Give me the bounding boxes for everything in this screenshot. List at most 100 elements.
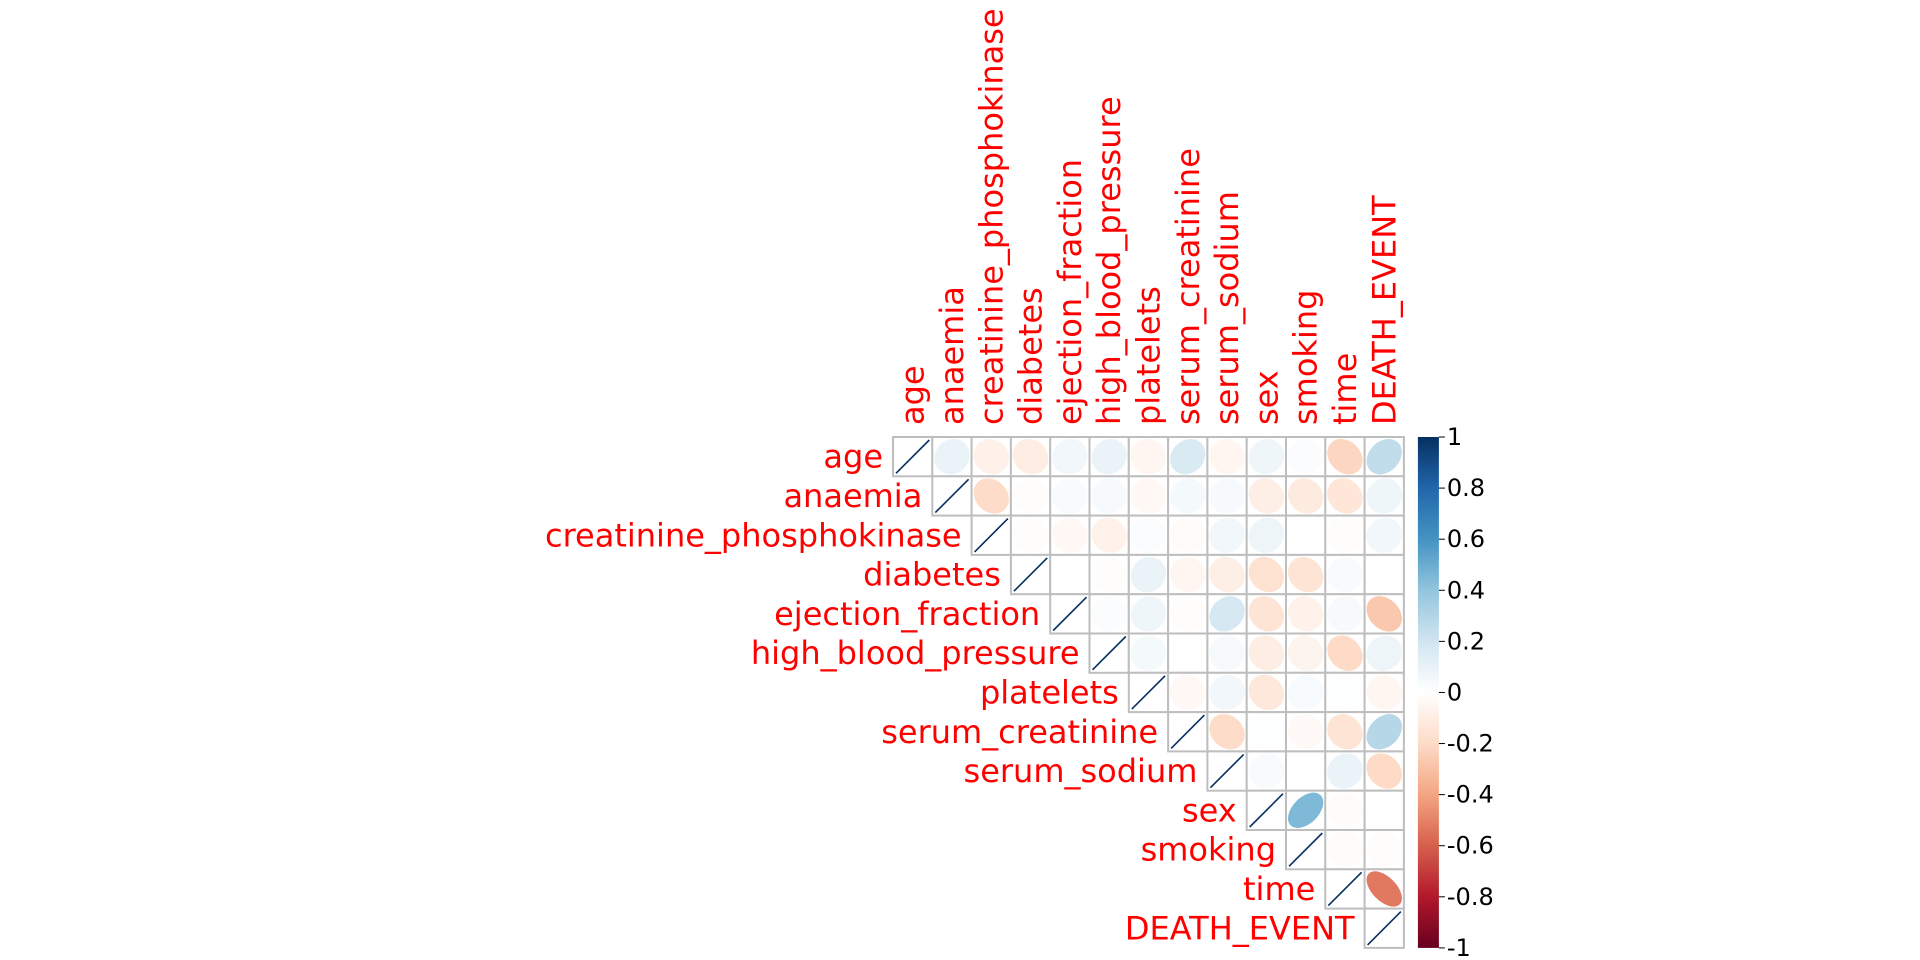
correlation-ellipse-age-time: [1327, 438, 1363, 475]
correlation-ellipse-anaemia-sex: [1248, 478, 1285, 514]
correlation-ellipse-platelets-serum_sodium: [1209, 674, 1245, 711]
correlation-ellipse-creatinine_phosphokinase-high_blood_pressure: [1091, 517, 1127, 553]
diagonal-mark-DEATH_EVENT: [1367, 911, 1402, 946]
colorbar-gradient: [1417, 437, 1439, 948]
correlation-ellipse-high_blood_pressure-DEATH_EVENT: [1366, 635, 1402, 671]
correlation-ellipse-diabetes-time: [1327, 556, 1363, 593]
correlation-ellipse-creatinine_phosphokinase-ejection_fraction: [1052, 517, 1088, 553]
column-label-ejection_fraction: ejection_fraction: [1051, 159, 1089, 425]
correlation-ellipse-anaemia-diabetes: [1012, 478, 1049, 514]
correlation-ellipse-sex-smoking: [1287, 792, 1324, 829]
column-label-platelets: platelets: [1129, 286, 1167, 425]
correlation-ellipse-high_blood_pressure-serum_sodium: [1209, 635, 1245, 671]
correlation-ellipse-diabetes-smoking: [1287, 556, 1324, 593]
row-label-smoking: smoking: [1141, 831, 1276, 869]
correlation-ellipse-creatinine_phosphokinase-serum_sodium: [1209, 517, 1245, 553]
correlation-ellipse-creatinine_phosphokinase-DEATH_EVENT: [1366, 517, 1402, 553]
correlation-ellipse-ejection_fraction-serum_creatinine: [1170, 596, 1206, 632]
row-label-serum_creatinine: serum_creatinine: [881, 713, 1158, 751]
column-label-high_blood_pressure: high_blood_pressure: [1090, 96, 1128, 425]
correlation-ellipse-anaemia-creatinine_phosphokinase: [973, 478, 1009, 514]
correlation-ellipse-age-smoking: [1287, 438, 1324, 475]
diagonal-mark-platelets: [1131, 675, 1166, 710]
correlation-ellipse-diabetes-sex: [1248, 556, 1285, 593]
correlation-ellipse-high_blood_pressure-smoking: [1287, 635, 1324, 671]
column-label-sex: sex: [1247, 370, 1285, 425]
correlation-cells: [892, 436, 1405, 949]
diagonal-mark-anaemia: [934, 478, 970, 514]
diagonal-mark-sex: [1249, 793, 1284, 828]
correlation-ellipse-age-creatinine_phosphokinase: [973, 438, 1009, 475]
correlation-ellipse-smoking-time: [1327, 831, 1363, 868]
row-label-high_blood_pressure: high_blood_pressure: [751, 634, 1080, 672]
row-label-ejection_fraction: ejection_fraction: [774, 595, 1040, 633]
correlation-ellipse-ejection_fraction-time: [1327, 596, 1363, 632]
correlation-ellipse-age-serum_sodium: [1209, 438, 1245, 475]
correlation-ellipse-diabetes-DEATH_EVENT: [1366, 556, 1402, 593]
diagonal-mark-high_blood_pressure: [1091, 635, 1127, 671]
correlation-ellipse-diabetes-serum_creatinine: [1170, 556, 1206, 593]
correlation-ellipse-serum_creatinine-sex: [1248, 714, 1285, 750]
diagonal-mark-age: [895, 439, 930, 474]
correlation-ellipse-anaemia-DEATH_EVENT: [1366, 478, 1402, 514]
column-label-anaemia: anaemia: [933, 286, 971, 425]
row-label-time: time: [1243, 870, 1315, 908]
diagonal-mark-serum_creatinine: [1170, 714, 1205, 749]
column-label-DEATH_EVENT: DEATH_EVENT: [1365, 195, 1403, 425]
correlation-ellipse-serum_sodium-sex: [1248, 753, 1285, 789]
correlation-ellipse-serum_sodium-DEATH_EVENT: [1366, 753, 1402, 789]
diagonal-mark-serum_sodium: [1209, 753, 1245, 789]
correlation-ellipse-creatinine_phosphokinase-platelets: [1130, 517, 1167, 553]
correlation-ellipse-high_blood_pressure-platelets: [1130, 635, 1167, 671]
column-label-creatinine_phosphokinase: creatinine_phosphokinase: [972, 8, 1010, 425]
correlation-ellipse-platelets-time: [1327, 674, 1363, 711]
correlation-ellipse-diabetes-ejection_fraction: [1052, 556, 1088, 593]
correlation-ellipse-ejection_fraction-DEATH_EVENT: [1366, 596, 1402, 632]
correlation-ellipse-high_blood_pressure-time: [1327, 635, 1363, 671]
correlation-ellipse-anaemia-serum_creatinine: [1170, 478, 1206, 514]
row-label-sex: sex: [1182, 791, 1237, 829]
diagonal-mark-time: [1327, 871, 1363, 907]
colorbar-tick-label: 0.2: [1447, 627, 1485, 655]
row-label-platelets: platelets: [980, 673, 1119, 711]
correlation-ellipse-anaemia-time: [1327, 478, 1363, 514]
row-label-creatinine_phosphokinase: creatinine_phosphokinase: [545, 516, 962, 554]
correlation-ellipse-age-serum_creatinine: [1170, 438, 1206, 475]
correlation-ellipse-serum_creatinine-smoking: [1287, 714, 1324, 750]
row-label-age: age: [823, 438, 883, 476]
correlation-ellipse-sex-DEATH_EVENT: [1366, 792, 1402, 829]
correlation-ellipse-platelets-DEATH_EVENT: [1366, 674, 1402, 711]
correlation-ellipse-platelets-smoking: [1287, 674, 1324, 711]
correlation-ellipse-diabetes-high_blood_pressure: [1091, 556, 1127, 593]
correlation-ellipse-age-sex: [1248, 438, 1285, 475]
column-label-serum_sodium: serum_sodium: [1208, 191, 1246, 425]
correlation-ellipse-anaemia-serum_sodium: [1209, 478, 1245, 514]
correlation-ellipse-serum_creatinine-time: [1327, 714, 1363, 750]
row-label-serum_sodium: serum_sodium: [964, 752, 1198, 790]
correlation-ellipse-sex-time: [1327, 792, 1363, 829]
correlation-ellipse-serum_creatinine-DEATH_EVENT: [1366, 714, 1402, 750]
correlation-ellipse-age-anaemia: [934, 438, 970, 475]
correlation-ellipse-serum_sodium-smoking: [1287, 753, 1324, 789]
colorbar: 1 0.8 0.6 0.4 0.2 0 -0.2 -0.4 -0.6 -0.8 -1: [1417, 423, 1494, 960]
correlation-ellipse-anaemia-ejection_fraction: [1052, 478, 1088, 514]
column-label-age: age: [894, 365, 932, 425]
correlation-ellipse-creatinine_phosphokinase-diabetes: [1012, 517, 1049, 553]
row-labels: ageanaemiacreatinine_phosphokinasediabet…: [545, 438, 1355, 948]
colorbar-tick-label: -0.8: [1447, 883, 1494, 911]
correlation-ellipse-creatinine_phosphokinase-time: [1327, 517, 1363, 553]
colorbar-tick-label: -0.6: [1447, 832, 1494, 860]
colorbar-tick-label: -0.2: [1447, 730, 1494, 758]
column-label-smoking: smoking: [1287, 290, 1325, 425]
correlation-ellipse-ejection_fraction-sex: [1248, 596, 1285, 632]
correlation-ellipse-age-ejection_fraction: [1052, 438, 1088, 475]
correlation-ellipse-time-DEATH_EVENT: [1366, 871, 1402, 907]
correlation-ellipse-creatinine_phosphokinase-serum_creatinine: [1170, 517, 1206, 553]
correlation-ellipse-age-platelets: [1130, 438, 1167, 475]
column-label-serum_creatinine: serum_creatinine: [1169, 148, 1207, 425]
diagonal-mark-smoking: [1288, 832, 1323, 867]
row-label-diabetes: diabetes: [863, 556, 1001, 594]
correlation-ellipse-smoking-DEATH_EVENT: [1366, 831, 1402, 868]
correlation-ellipse-anaemia-high_blood_pressure: [1091, 478, 1127, 514]
